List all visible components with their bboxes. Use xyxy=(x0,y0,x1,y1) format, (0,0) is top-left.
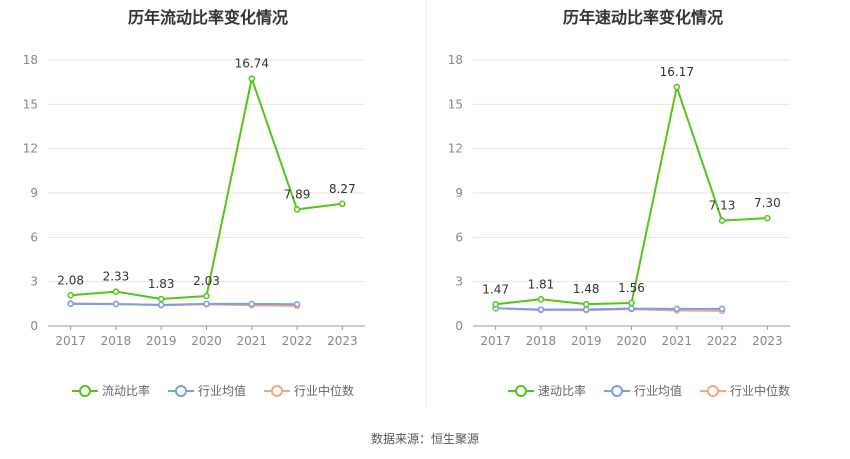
legend-label-industry-avg: 行业均值 xyxy=(634,384,683,398)
y-tick-label: 18 xyxy=(448,53,463,67)
x-tick-label: 2020 xyxy=(191,334,222,348)
x-tick-label: 2023 xyxy=(752,334,783,348)
legend-marker-green xyxy=(508,384,534,398)
data-point xyxy=(157,301,165,309)
data-point xyxy=(203,300,210,308)
y-tick-label: 6 xyxy=(30,230,38,244)
x-tick-label: 2020 xyxy=(616,334,647,348)
legend-item-quick-ratio[interactable]: 速动比率 xyxy=(508,382,586,399)
y-tick-label: 18 xyxy=(23,53,38,67)
data-point xyxy=(537,296,545,303)
data-point xyxy=(339,200,346,208)
data-label: 7.30 xyxy=(754,196,781,210)
legend-label-current-ratio: 流动比率 xyxy=(102,384,151,398)
y-tick-label: 12 xyxy=(448,142,463,156)
data-point xyxy=(293,301,301,308)
legend-marker-green xyxy=(72,384,98,398)
x-tick-label: 2018 xyxy=(526,334,557,348)
y-tick-label: 9 xyxy=(455,186,463,200)
data-label: 7.13 xyxy=(709,199,736,213)
data-point xyxy=(582,300,590,308)
data-label: 1.81 xyxy=(528,277,555,291)
data-point xyxy=(673,305,681,313)
legend-item-industry-avg[interactable]: 行业均值 xyxy=(168,382,246,399)
data-label: 7.89 xyxy=(284,187,311,201)
data-point xyxy=(248,300,256,308)
x-tick-label: 2023 xyxy=(327,334,358,348)
data-label: 1.47 xyxy=(482,282,509,296)
data-source-note: 数据来源：恒生聚源 xyxy=(370,432,479,446)
data-point xyxy=(67,300,74,308)
series-line xyxy=(70,302,298,306)
legend-item-current-ratio[interactable]: 流动比率 xyxy=(72,382,150,399)
data-label: 2.33 xyxy=(103,270,130,284)
x-tick-label: 2021 xyxy=(662,334,693,348)
data-point xyxy=(764,214,771,222)
quick-ratio-chart: 0 3 6 9 12 15 18 2017 2018 2019 2020 2021 2022 2023 1.… xyxy=(448,53,790,348)
legend-marker-blue xyxy=(604,384,631,398)
data-point xyxy=(157,295,165,303)
current-ratio-chart: 0 3 6 9 12 15 18 2017 2018 2019 2020 2021 2022 2023 2.… xyxy=(23,53,365,348)
panel-divider xyxy=(426,0,427,408)
x-tick-label: 2017 xyxy=(480,334,511,348)
x-tick-label: 2022 xyxy=(282,334,313,348)
legend-item-industry-avg[interactable]: 行业均值 xyxy=(604,382,682,399)
legend-marker-orange xyxy=(264,384,291,398)
data-point xyxy=(248,75,256,82)
legend-label-industry-median: 行业中位数 xyxy=(294,384,355,398)
series-line xyxy=(495,86,768,306)
x-tick-label: 2022 xyxy=(707,334,738,348)
data-label: 1.56 xyxy=(618,281,645,295)
y-tick-label: 15 xyxy=(448,97,463,111)
legend-item-industry-median[interactable]: 行业中位数 xyxy=(264,382,354,399)
x-tick-label: 2017 xyxy=(55,334,86,348)
data-label: 1.48 xyxy=(573,282,600,296)
series-line xyxy=(495,307,723,311)
y-tick-label: 0 xyxy=(30,319,38,333)
data-label: 2.03 xyxy=(193,274,220,288)
legend-item-industry-median[interactable]: 行业中位数 xyxy=(700,382,790,399)
chart-title-current-ratio: 历年流动比率变化情况 xyxy=(127,8,288,27)
legend-label-industry-avg: 行业均值 xyxy=(198,384,247,398)
x-tick-label: 2021 xyxy=(237,334,268,348)
y-tick-label: 12 xyxy=(23,142,38,156)
y-tick-label: 6 xyxy=(455,230,463,244)
y-tick-label: 3 xyxy=(455,275,463,289)
data-point xyxy=(293,206,301,213)
y-tick-label: 15 xyxy=(23,97,38,111)
data-label: 16.74 xyxy=(235,57,269,71)
y-tick-label: 3 xyxy=(30,275,38,289)
legend-label-industry-median: 行业中位数 xyxy=(730,384,791,398)
legend-quick-ratio: 速动比率 行业均值 行业中位数 xyxy=(508,382,808,399)
data-point xyxy=(718,305,726,313)
data-point xyxy=(112,300,120,308)
legend-current-ratio: 流动比率 行业均值 行业中位数 xyxy=(72,382,372,399)
legend-label-quick-ratio: 速动比率 xyxy=(538,384,587,398)
x-tick-label: 2019 xyxy=(146,334,177,348)
data-label: 2.08 xyxy=(57,273,84,287)
data-label: 1.83 xyxy=(148,277,175,291)
y-tick-label: 0 xyxy=(455,319,463,333)
y-tick-label: 9 xyxy=(30,186,38,200)
data-point xyxy=(112,288,120,295)
data-label: 8.27 xyxy=(329,182,356,196)
chart-title-quick-ratio: 历年速动比率变化情况 xyxy=(562,8,723,27)
data-point xyxy=(582,306,590,313)
x-tick-label: 2018 xyxy=(101,334,132,348)
data-point xyxy=(628,299,635,307)
data-point xyxy=(537,306,545,313)
data-point xyxy=(628,305,635,312)
data-point xyxy=(67,292,74,299)
legend-marker-orange xyxy=(700,384,727,398)
data-label: 16.17 xyxy=(660,65,694,79)
data-point xyxy=(203,292,210,300)
x-tick-label: 2019 xyxy=(571,334,602,348)
data-point xyxy=(673,83,681,91)
data-point xyxy=(718,217,726,224)
legend-marker-blue xyxy=(168,384,195,398)
data-point xyxy=(492,301,499,308)
